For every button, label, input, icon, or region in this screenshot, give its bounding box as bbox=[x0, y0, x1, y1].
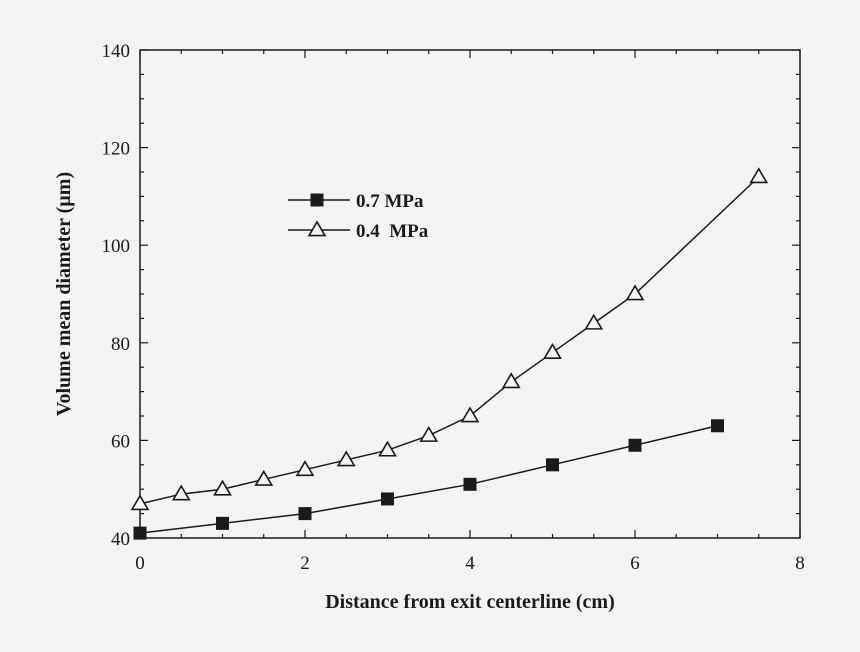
y-tick-label: 100 bbox=[102, 236, 131, 257]
y-tick-label: 40 bbox=[111, 529, 130, 550]
data-point bbox=[378, 440, 397, 457]
series-2 bbox=[130, 167, 769, 511]
legend-label: 0.7 MPa bbox=[356, 191, 424, 212]
legend-entry: 0.7 MPa bbox=[288, 191, 424, 212]
data-point bbox=[419, 425, 439, 442]
data-point bbox=[133, 526, 147, 540]
data-point bbox=[336, 450, 356, 467]
data-point bbox=[460, 406, 480, 423]
data-point bbox=[501, 372, 521, 389]
plot-frame bbox=[139, 49, 801, 539]
series-line bbox=[139, 425, 718, 534]
series-1 bbox=[133, 419, 724, 540]
data-point bbox=[584, 313, 604, 330]
data-point bbox=[254, 469, 274, 486]
series-layer bbox=[130, 167, 769, 540]
x-tick-label: 4 bbox=[465, 553, 475, 574]
data-point bbox=[711, 419, 724, 433]
data-point bbox=[381, 492, 394, 506]
data-point bbox=[543, 342, 562, 359]
data-point bbox=[628, 438, 642, 452]
x-tick-label: 6 bbox=[630, 553, 640, 574]
legend: 0.7 MPa 0.4 MPa bbox=[288, 191, 429, 242]
x-tick-label: 0 bbox=[135, 553, 145, 574]
axes: 0 2 4 6 8 40 60 80 100 120 140 bbox=[102, 41, 805, 574]
y-tick-label: 60 bbox=[111, 431, 130, 452]
x-tick-label: 2 bbox=[300, 553, 310, 574]
y-axis-title: Volume mean diameter (µm) bbox=[53, 172, 75, 416]
data-point bbox=[130, 494, 150, 511]
legend-marker bbox=[310, 193, 324, 207]
data-point bbox=[625, 284, 645, 301]
data-point bbox=[298, 507, 312, 521]
legend-marker bbox=[307, 220, 327, 237]
y-tick-label: 140 bbox=[102, 41, 131, 62]
data-point bbox=[546, 458, 559, 472]
series-line bbox=[139, 176, 760, 505]
data-point bbox=[295, 460, 315, 477]
data-point bbox=[463, 477, 477, 491]
legend-entry: 0.4 MPa bbox=[288, 220, 429, 242]
data-point bbox=[171, 484, 191, 501]
data-point bbox=[213, 479, 232, 496]
y-tick-label: 80 bbox=[111, 334, 130, 355]
data-point bbox=[749, 167, 769, 184]
data-point bbox=[216, 516, 229, 530]
legend-label: 0.4 MPa bbox=[356, 221, 429, 242]
x-axis-title: Distance from exit centerline (cm) bbox=[325, 591, 615, 613]
y-tick-label: 120 bbox=[102, 139, 131, 160]
x-tick-label: 8 bbox=[795, 553, 805, 574]
